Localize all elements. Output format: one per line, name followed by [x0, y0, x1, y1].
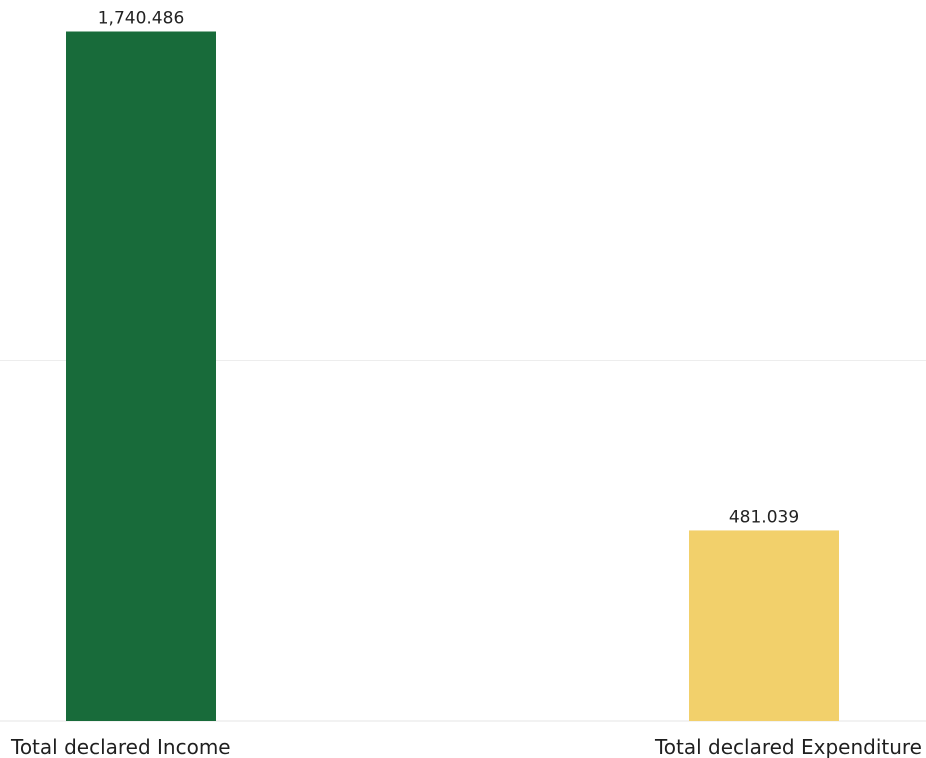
value-label-expenditure: 481.039 — [729, 507, 799, 527]
bar-income — [66, 31, 216, 722]
bars — [66, 31, 839, 722]
bar-expenditure — [689, 530, 839, 721]
category-label-income: Total declared Income — [10, 735, 231, 758]
category-label-expenditure: Total declared Expenditure — [654, 735, 922, 758]
value-label-income: 1,740.486 — [98, 8, 185, 28]
category-labels: Total declared Income Total declared Exp… — [10, 735, 922, 758]
value-labels: 1,740.486 481.039 — [98, 8, 799, 527]
